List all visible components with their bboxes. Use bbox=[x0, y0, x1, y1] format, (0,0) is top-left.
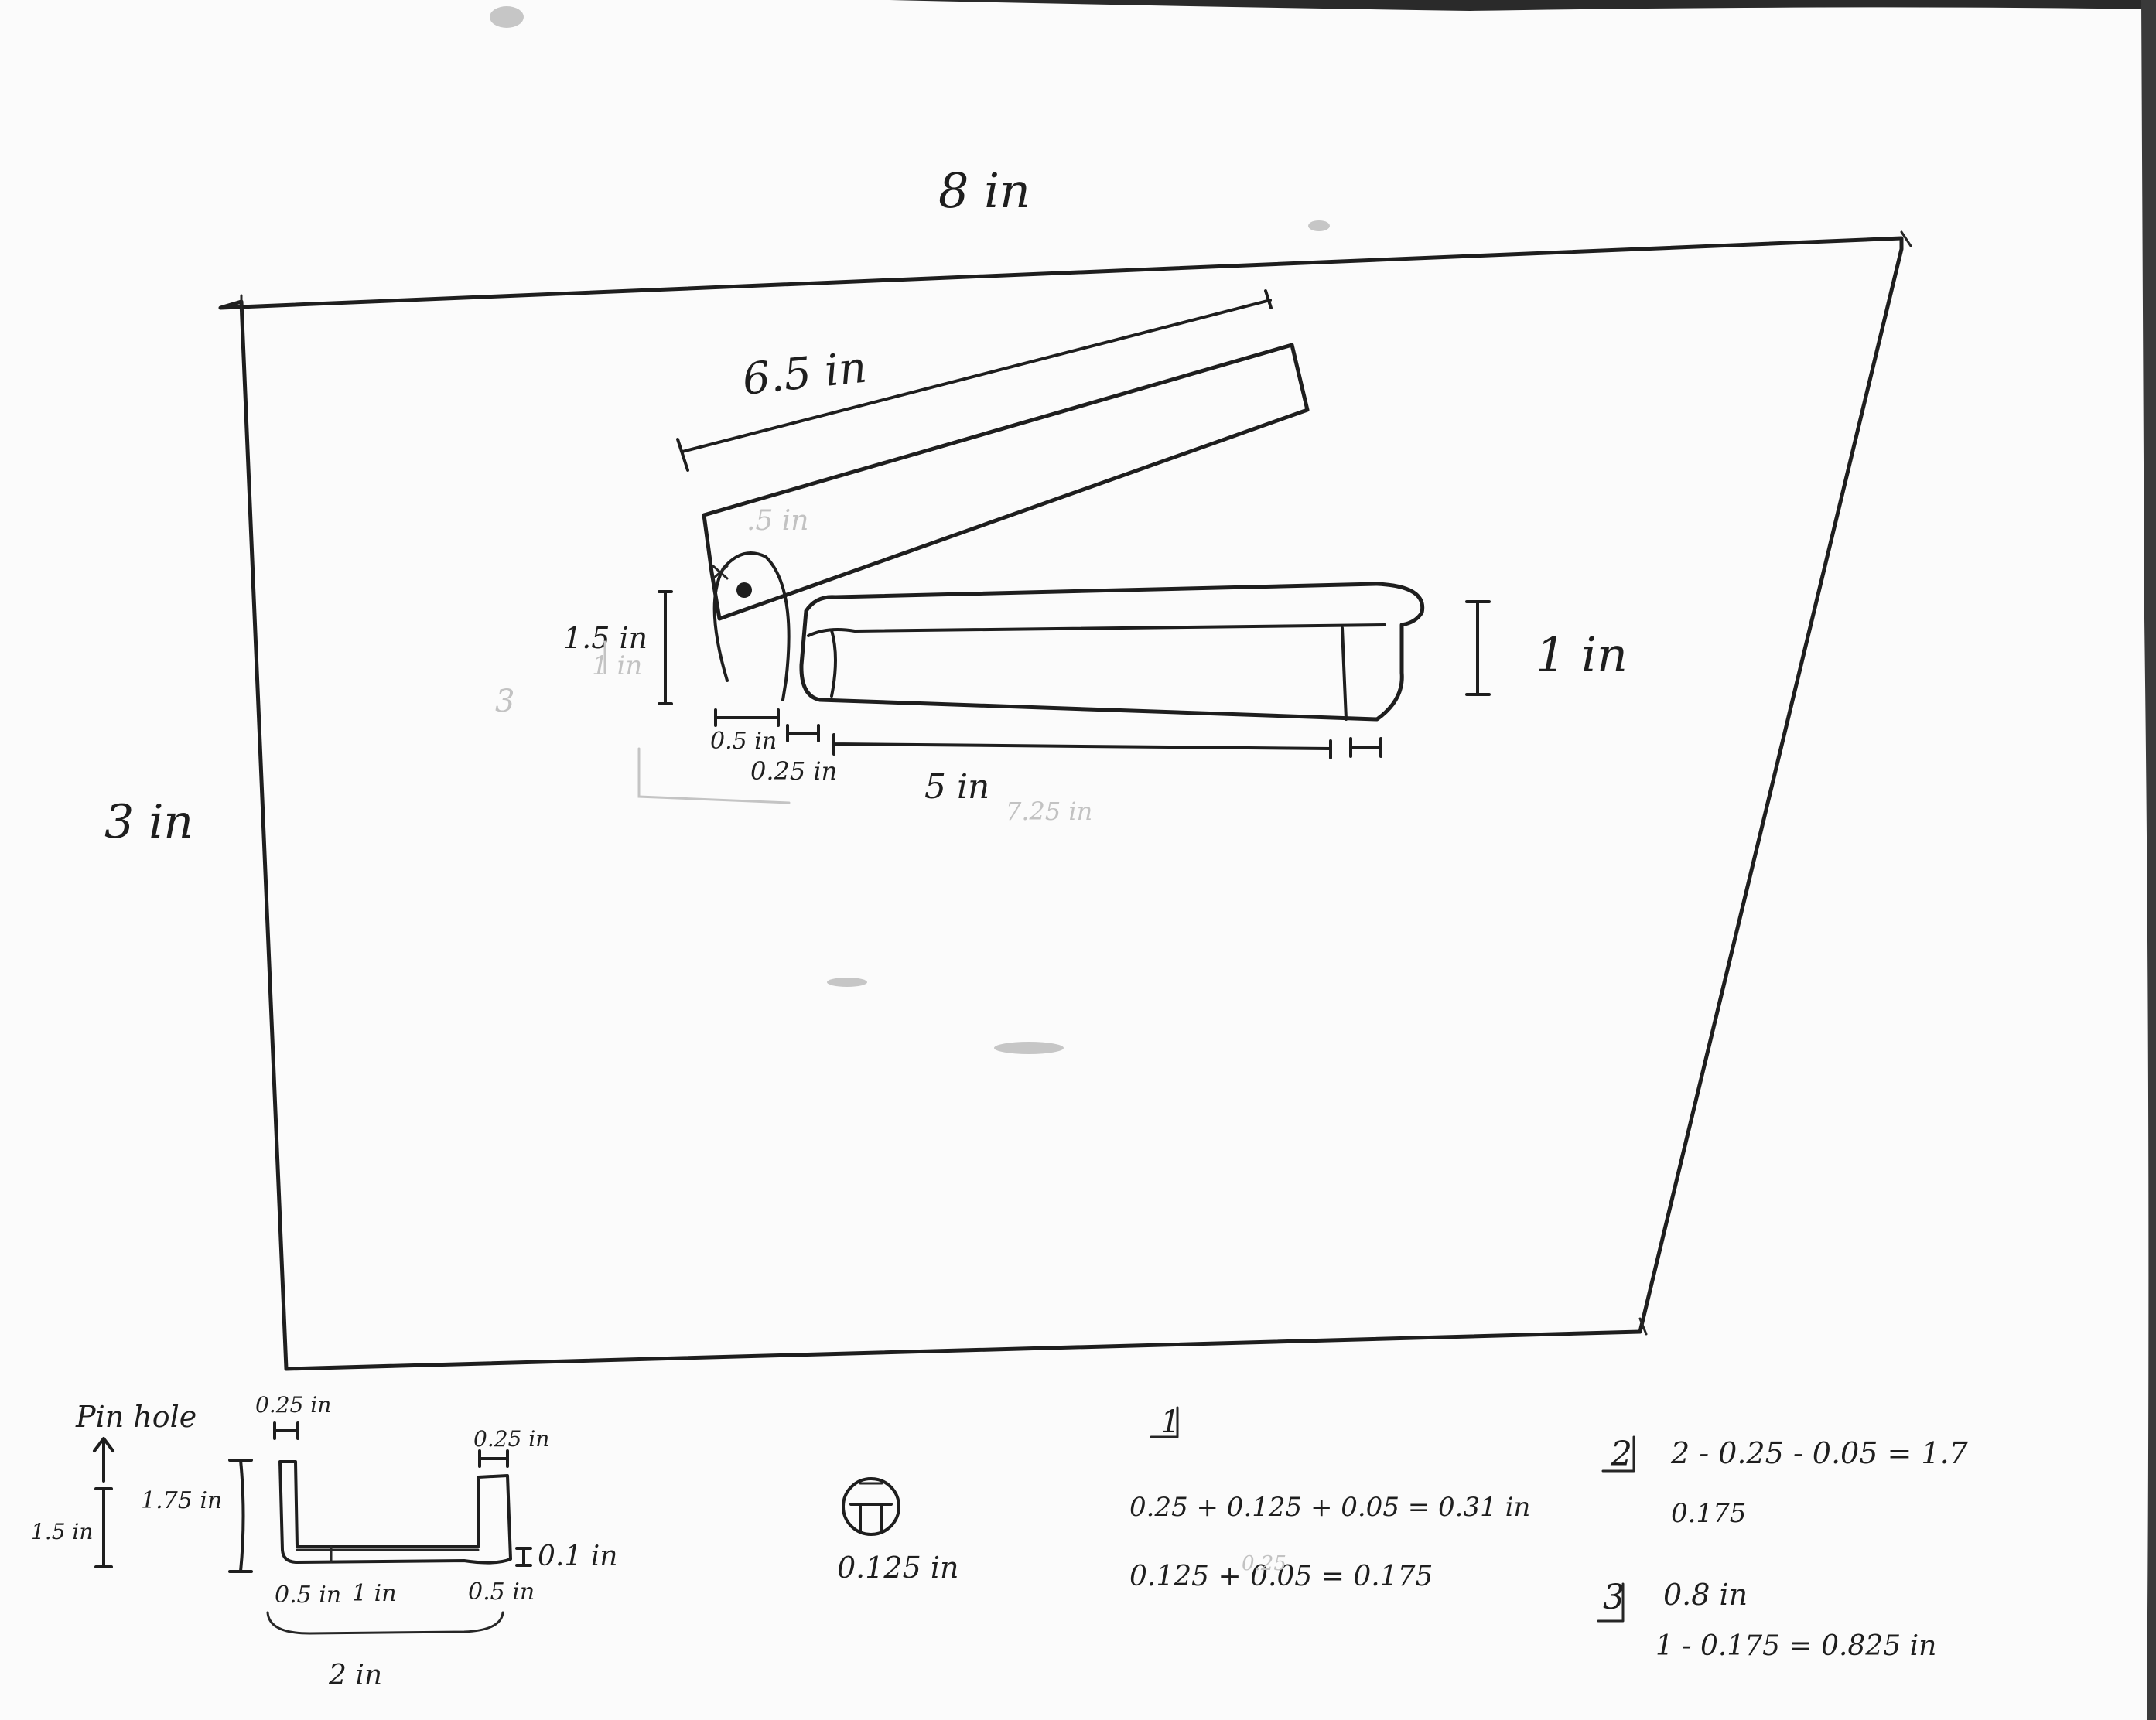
smudge bbox=[490, 6, 524, 28]
ghost-note: 0.25 bbox=[1242, 1552, 1286, 1575]
wall-height-bracket bbox=[228, 1459, 253, 1573]
left-wall-thickness-dim bbox=[273, 1421, 299, 1440]
pin-diameter-label: 0.125 in bbox=[837, 1551, 959, 1585]
step3-number: 3 bbox=[1603, 1578, 1625, 1617]
base-thickness-dim bbox=[515, 1547, 532, 1567]
ghost-inner-height: 1 in bbox=[592, 650, 642, 681]
base-bar-end-line bbox=[1341, 626, 1348, 721]
pivot-loop bbox=[712, 551, 791, 701]
dim-end-line bbox=[1349, 737, 1382, 758]
angled-lever bbox=[702, 343, 1310, 621]
paper-top-edge bbox=[890, 0, 2156, 11]
dim-a-line bbox=[714, 708, 780, 727]
base-bar bbox=[799, 582, 1425, 722]
dim-c-line bbox=[832, 733, 1332, 759]
lever-dimension-tick-left bbox=[676, 438, 689, 472]
step1-number-underline bbox=[1150, 1406, 1179, 1438]
pivot-pin-icon bbox=[736, 582, 752, 598]
right-wall-thickness-dim bbox=[478, 1449, 509, 1468]
outer-height-label: 3 in bbox=[104, 795, 193, 849]
step1-line1: 0.25 + 0.125 + 0.05 = 0.31 in bbox=[1129, 1492, 1530, 1523]
ghost-note: 3 bbox=[495, 684, 514, 719]
right-wall-thickness-label: 0.25 in bbox=[473, 1426, 549, 1452]
base-bar-front-curve bbox=[830, 629, 837, 698]
ghost-total-bracket bbox=[637, 747, 791, 804]
outer-top-tick-right bbox=[1900, 230, 1912, 247]
left-wall-height-label: 1.75 in bbox=[141, 1487, 222, 1514]
dim-c-label: 5 in bbox=[924, 767, 989, 807]
smudge bbox=[827, 978, 867, 987]
lever-length-label: 6.5 in bbox=[740, 342, 870, 404]
pin-detail-cross-section bbox=[849, 1503, 893, 1533]
pin-height-label: 1.5 in bbox=[31, 1519, 93, 1544]
base-bar-top-line bbox=[807, 623, 1386, 637]
pivot-x-mark bbox=[712, 565, 729, 580]
step3-line1: 0.8 in bbox=[1663, 1578, 1748, 1612]
ghost-note: .5 in bbox=[747, 505, 809, 537]
outer-width-label: 8 in bbox=[938, 162, 1030, 219]
pin-height-bracket bbox=[94, 1487, 113, 1568]
paper-right-edge bbox=[2141, 0, 2156, 1720]
smudge bbox=[1308, 220, 1330, 231]
right-base-label: 0.5 in bbox=[468, 1578, 535, 1606]
dim-b-line bbox=[786, 724, 820, 742]
right-height-label: 1 in bbox=[1536, 626, 1628, 683]
step2-line1: 2 - 0.25 - 0.05 = 1.7 bbox=[1670, 1436, 1969, 1470]
dim-a-label: 0.5 in bbox=[710, 728, 777, 755]
right-height-bracket bbox=[1465, 600, 1491, 696]
step2-number-bracket bbox=[1601, 1435, 1635, 1473]
smudge bbox=[994, 1042, 1064, 1054]
step3-line2: 1 - 0.175 = 0.825 in bbox=[1655, 1630, 1936, 1662]
left-wall-thickness-label: 0.25 in bbox=[255, 1392, 331, 1418]
ghost-total-label: 7.25 in bbox=[1006, 797, 1092, 826]
u-channel-profile bbox=[278, 1460, 512, 1565]
mid-base-label: 1 in bbox=[352, 1580, 397, 1607]
dim-b-label: 0.25 in bbox=[750, 756, 837, 786]
outer-bottom-tick bbox=[1638, 1317, 1648, 1336]
left-height-bracket bbox=[658, 590, 673, 705]
lever-dimension-line bbox=[681, 299, 1272, 453]
step3-number-bracket bbox=[1597, 1582, 1625, 1623]
step1-line2: 0.125 + 0.05 = 0.175 bbox=[1129, 1561, 1433, 1592]
pin-detail-circle bbox=[842, 1477, 900, 1536]
total-width-bracket bbox=[266, 1611, 504, 1635]
base-thickness-label: 0.1 in bbox=[538, 1541, 617, 1572]
left-base-label: 0.5 in bbox=[275, 1582, 341, 1609]
total-width-label: 2 in bbox=[328, 1660, 382, 1691]
lever-dimension-tick-right bbox=[1264, 289, 1273, 309]
step2-number: 2 bbox=[1610, 1435, 1632, 1474]
pin-hole-arrow-icon bbox=[93, 1437, 114, 1483]
step2-line2: 0.175 bbox=[1671, 1498, 1746, 1529]
pin-hole-label: Pin hole bbox=[75, 1400, 196, 1434]
